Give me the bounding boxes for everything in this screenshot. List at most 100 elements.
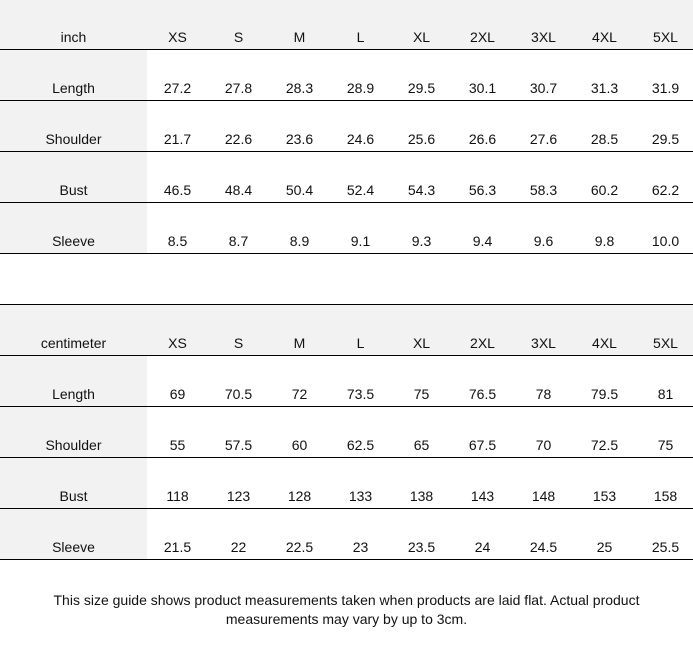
measurement-cell: 48.4 <box>208 152 270 203</box>
measurement-cell: 26.6 <box>452 101 514 152</box>
empty-cell <box>147 254 209 305</box>
row-label: Length <box>0 356 148 407</box>
size-header: XL <box>391 305 453 356</box>
note-line-2: measurements may vary by up to 3cm. <box>225 611 468 627</box>
measurement-cell: 8.5 <box>147 203 209 254</box>
measurement-cell: 9.4 <box>452 203 514 254</box>
measurement-cell: 29.5 <box>635 101 693 152</box>
measurement-cell: 118 <box>147 458 209 509</box>
measurement-cell: 27.8 <box>208 50 270 101</box>
measurement-cell: 30.7 <box>513 50 575 101</box>
measurement-cell: 158 <box>635 458 693 509</box>
empty-cell <box>574 254 636 305</box>
size-header: M <box>269 305 331 356</box>
measurement-cell: 24 <box>452 509 514 560</box>
measurement-cell: 54.3 <box>391 152 453 203</box>
measurement-cell: 9.3 <box>391 203 453 254</box>
measurement-cell: 81 <box>635 356 693 407</box>
measurement-cell: 24.5 <box>513 509 575 560</box>
size-header: 2XL <box>452 0 514 50</box>
measurement-cell: 23.5 <box>391 509 453 560</box>
measurement-cell: 25.5 <box>635 509 693 560</box>
measurement-cell: 70.5 <box>208 356 270 407</box>
measurement-cell: 28.9 <box>330 50 392 101</box>
size-header: S <box>208 0 270 50</box>
size-chart-table: inch XS S M L XL 2XL 3XL 4XL 5XL Length 27.2 27.8 28.… <box>0 0 693 560</box>
row-label: Bust <box>0 458 148 509</box>
measurement-cell: 60 <box>269 407 331 458</box>
size-header: L <box>330 0 392 50</box>
empty-cell <box>330 254 392 305</box>
unit-header: centimeter <box>0 305 148 356</box>
measurement-cell: 133 <box>330 458 392 509</box>
row-label: Bust <box>0 152 148 203</box>
measurement-cell: 50.4 <box>269 152 331 203</box>
measurement-cell: 138 <box>391 458 453 509</box>
size-guide-note: This size guide shows product measuremen… <box>0 591 693 629</box>
measurement-cell: 8.7 <box>208 203 270 254</box>
measurement-cell: 8.9 <box>269 203 331 254</box>
measurement-cell: 10.0 <box>635 203 693 254</box>
measurement-cell: 23 <box>330 509 392 560</box>
row-label: Length <box>0 50 148 101</box>
measurement-cell: 65 <box>391 407 453 458</box>
measurement-cell: 128 <box>269 458 331 509</box>
measurement-cell: 31.3 <box>574 50 636 101</box>
measurement-cell: 23.6 <box>269 101 331 152</box>
measurement-cell: 58.3 <box>513 152 575 203</box>
measurement-cell: 55 <box>147 407 209 458</box>
measurement-cell: 148 <box>513 458 575 509</box>
measurement-cell: 30.1 <box>452 50 514 101</box>
measurement-cell: 22 <box>208 509 270 560</box>
measurement-cell: 24.6 <box>330 101 392 152</box>
empty-cell <box>513 254 575 305</box>
size-header: XS <box>147 0 209 50</box>
measurement-cell: 143 <box>452 458 514 509</box>
empty-cell <box>0 254 148 305</box>
measurement-cell: 73.5 <box>330 356 392 407</box>
measurement-cell: 22.6 <box>208 101 270 152</box>
empty-cell <box>269 254 331 305</box>
measurement-cell: 28.5 <box>574 101 636 152</box>
measurement-cell: 75 <box>391 356 453 407</box>
measurement-cell: 62.2 <box>635 152 693 203</box>
measurement-cell: 21.7 <box>147 101 209 152</box>
empty-cell <box>391 254 453 305</box>
size-header: S <box>208 305 270 356</box>
size-header: 2XL <box>452 305 514 356</box>
row-label: Sleeve <box>0 203 148 254</box>
measurement-cell: 123 <box>208 458 270 509</box>
measurement-cell: 46.5 <box>147 152 209 203</box>
empty-cell <box>452 254 514 305</box>
measurement-cell: 72.5 <box>574 407 636 458</box>
empty-cell <box>208 254 270 305</box>
measurement-cell: 79.5 <box>574 356 636 407</box>
row-label: Shoulder <box>0 101 148 152</box>
size-header: 3XL <box>513 0 575 50</box>
size-header: L <box>330 305 392 356</box>
size-header: 4XL <box>574 305 636 356</box>
size-header: 5XL <box>635 0 693 50</box>
measurement-cell: 76.5 <box>452 356 514 407</box>
measurement-cell: 25 <box>574 509 636 560</box>
unit-header: inch <box>0 0 148 50</box>
size-header: M <box>269 0 331 50</box>
measurement-cell: 62.5 <box>330 407 392 458</box>
measurement-cell: 29.5 <box>391 50 453 101</box>
measurement-cell: 72 <box>269 356 331 407</box>
measurement-cell: 67.5 <box>452 407 514 458</box>
measurement-cell: 75 <box>635 407 693 458</box>
measurement-cell: 31.9 <box>635 50 693 101</box>
measurement-cell: 52.4 <box>330 152 392 203</box>
size-header: 3XL <box>513 305 575 356</box>
row-label: Sleeve <box>0 509 148 560</box>
measurement-cell: 9.8 <box>574 203 636 254</box>
measurement-cell: 70 <box>513 407 575 458</box>
measurement-cell: 153 <box>574 458 636 509</box>
row-label: Shoulder <box>0 407 148 458</box>
measurement-cell: 56.3 <box>452 152 514 203</box>
size-header: 4XL <box>574 0 636 50</box>
measurement-cell: 28.3 <box>269 50 331 101</box>
measurement-cell: 69 <box>147 356 209 407</box>
empty-cell <box>635 254 693 305</box>
